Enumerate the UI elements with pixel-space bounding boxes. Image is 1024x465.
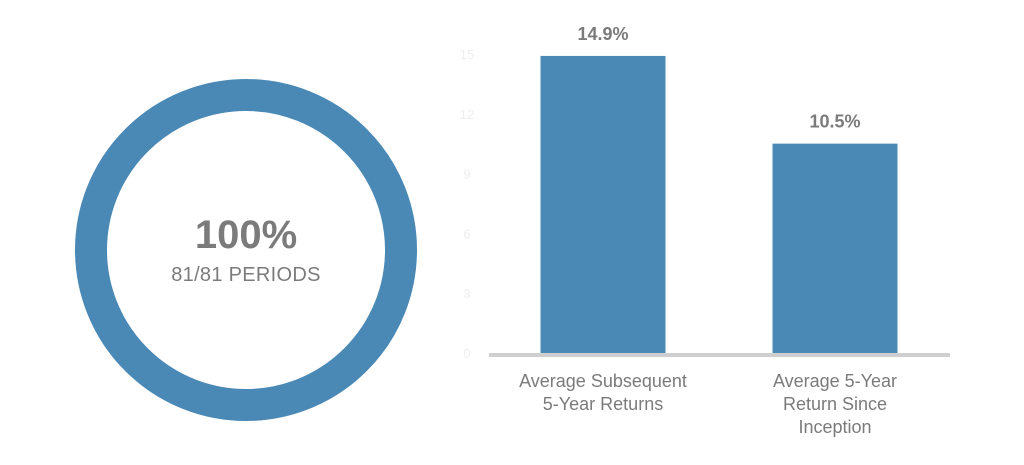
x-category-label-line: Average Subsequent	[519, 371, 687, 391]
bar-series	[540, 55, 898, 354]
y-tick-label: 0	[463, 346, 470, 361]
donut-subtitle-label: 81/81 PERIODS	[171, 264, 321, 286]
donut-percent-label: 100%	[195, 213, 297, 257]
x-category-label: Average 5-Year Return Since Inception	[773, 371, 897, 437]
x-category-label-line: 5-Year Returns	[543, 394, 663, 414]
y-tick-label: 3	[463, 286, 470, 301]
x-axis-category-labels: Average Subsequent 5-Year ReturnsAverage …	[519, 371, 897, 437]
bar-value-label: 10.5%	[809, 112, 860, 132]
bar-data-labels: 14.9% 10.5%	[577, 24, 860, 132]
x-category-label-line: Inception	[798, 417, 871, 437]
x-category-label-line: Average 5-Year	[773, 371, 897, 391]
bar-value-label: 14.9%	[577, 24, 628, 44]
bar	[772, 143, 898, 353]
donut-chart: 100% 81/81 PERIODS	[75, 79, 417, 421]
y-tick-label: 6	[463, 226, 470, 241]
y-tick-label: 15	[460, 47, 474, 62]
donut-ring	[75, 79, 417, 421]
x-category-label: Average Subsequent 5-Year Returns	[519, 371, 687, 414]
x-category-label-line: Return Since	[783, 394, 887, 414]
y-tick-label: 12	[460, 107, 474, 122]
y-axis-ticks: 0 3 6 9 12 15	[460, 47, 474, 361]
y-tick-label: 9	[463, 167, 470, 182]
bar	[540, 55, 666, 354]
